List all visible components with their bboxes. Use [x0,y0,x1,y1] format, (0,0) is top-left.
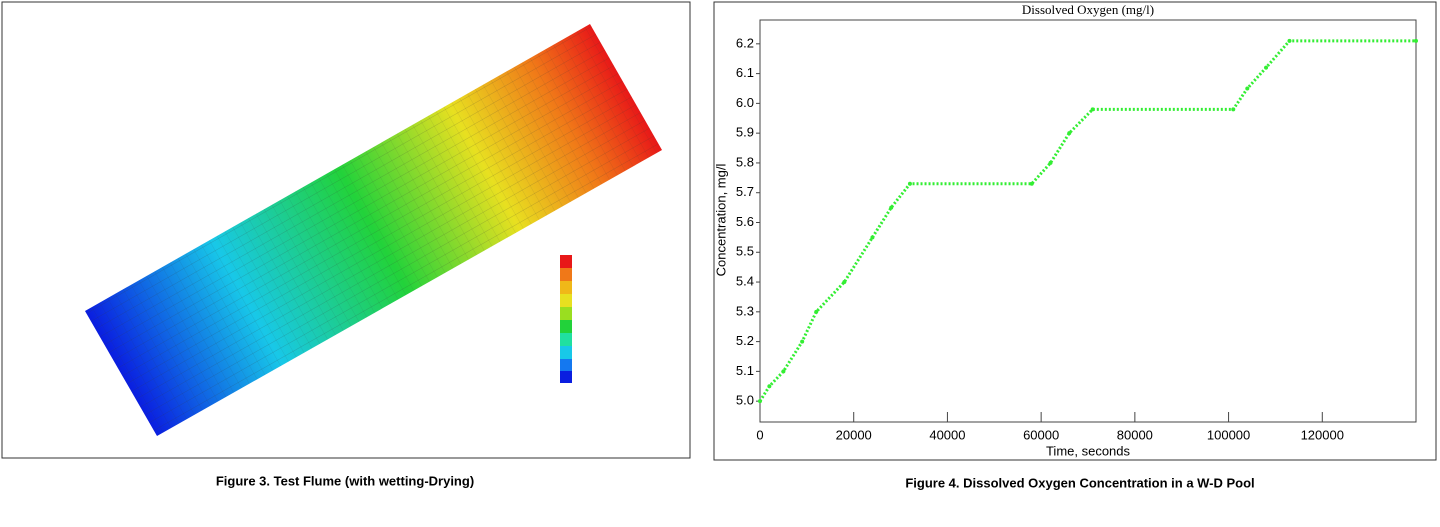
y-tick-label: 5.0 [736,393,754,408]
figure-caption: Figure 3. Test Flume (with wetting-Dryin… [216,473,474,488]
data-point [1090,107,1095,112]
x-axis-label: Time, seconds [1046,443,1131,458]
data-point [907,181,912,186]
chart-panel [713,1,1437,461]
y-tick-label: 5.7 [736,184,754,199]
y-tick-label: 5.8 [736,154,754,169]
y-tick-label: 6.2 [736,35,754,50]
data-point [1029,181,1034,186]
plot-frame [759,19,1417,423]
data-point [800,339,805,344]
data-point [781,369,786,374]
y-tick-label: 5.9 [736,125,754,140]
x-tick-label: 40000 [929,427,965,442]
x-tick-label: 80000 [1117,427,1153,442]
y-axis-label: Concentration, mg/l [713,164,728,277]
data-point [1048,160,1053,165]
data-point [758,399,762,404]
y-tick-label: 6.1 [736,65,754,80]
x-tick-label: 100000 [1207,427,1250,442]
y-tick-label: 5.5 [736,244,754,259]
y-tick-label: 5.2 [736,333,754,348]
y-tick-label: 5.3 [736,303,754,318]
y-tick-label: 5.4 [736,273,754,288]
x-tick-label: 0 [756,427,763,442]
data-point [1231,107,1236,112]
data-point [1414,38,1418,43]
data-point [1067,131,1072,136]
data-point [1264,65,1269,70]
y-tick-label: 6.0 [736,95,754,110]
figure-caption: Figure 4. Dissolved Oxygen Concentration… [905,475,1254,490]
data-point [1245,86,1250,91]
color-legend [560,255,572,383]
data-point [1287,38,1292,43]
data-point [767,384,772,389]
data-point [889,205,894,210]
data-point [870,235,875,240]
flume-grid [85,24,662,436]
data-point [814,309,819,314]
x-tick-label: 20000 [836,427,872,442]
y-tick-label: 5.6 [736,214,754,229]
y-tick-label: 5.1 [736,363,754,378]
chart-title: Dissolved Oxygen (mg/l) [1022,2,1154,17]
x-tick-label: 120000 [1301,427,1344,442]
data-point [842,280,847,285]
x-tick-label: 60000 [1023,427,1059,442]
